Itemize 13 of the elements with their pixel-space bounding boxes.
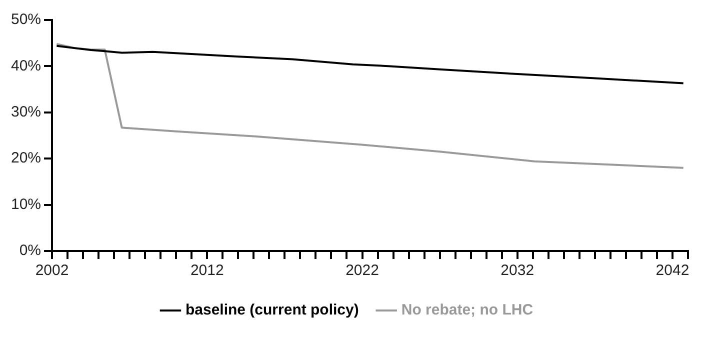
y-tick-label: 0% xyxy=(19,242,42,260)
x-tick-label: 2032 xyxy=(500,262,534,280)
legend-label: baseline (current policy) xyxy=(185,302,359,319)
y-tick-label: 30% xyxy=(10,104,42,121)
x-tick-label: 2042 xyxy=(656,262,690,280)
legend-label: No rebate; no LHC xyxy=(401,302,534,319)
y-tick-label: 20% xyxy=(10,150,42,167)
x-tick-label: 2022 xyxy=(346,262,379,280)
y-tick-label: 40% xyxy=(10,57,42,74)
x-tick-label: 2012 xyxy=(190,262,224,280)
y-tick-label: 10% xyxy=(10,196,42,213)
x-tick-label: 2002 xyxy=(35,262,69,280)
y-tick-label: 50% xyxy=(10,11,42,28)
